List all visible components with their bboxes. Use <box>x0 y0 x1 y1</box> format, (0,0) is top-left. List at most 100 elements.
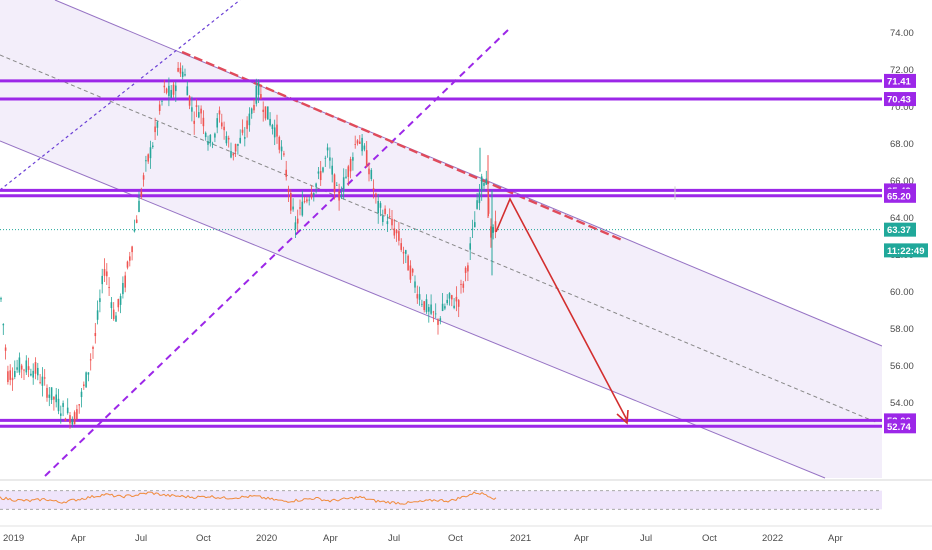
candle-body <box>260 94 262 99</box>
candle-body <box>280 146 283 152</box>
x-tick-label: 2020 <box>256 533 277 544</box>
candle-body <box>395 230 398 234</box>
candle-body <box>487 198 490 214</box>
candle-body <box>439 318 442 321</box>
candle-body <box>244 137 246 139</box>
candle-body <box>262 109 264 112</box>
candle-body <box>7 371 9 382</box>
candle-body <box>200 108 202 114</box>
candle-body <box>326 147 329 151</box>
candle-body <box>62 403 64 407</box>
candle-body <box>101 275 103 285</box>
candle-body <box>177 67 179 72</box>
candle-body <box>71 418 74 425</box>
candle-body <box>329 157 331 161</box>
candle-body <box>117 299 120 308</box>
candle-body <box>296 218 299 224</box>
candle-body <box>152 145 154 148</box>
candles[interactable] <box>0 61 497 429</box>
candle-body <box>221 122 223 127</box>
candle-body <box>384 208 386 215</box>
candle-body <box>112 309 115 319</box>
candle-body <box>89 359 92 361</box>
candle-body <box>375 193 377 196</box>
price-tag-label: 70.43 <box>887 95 911 106</box>
candle-body <box>170 89 172 98</box>
x-tick-label: Apr <box>574 533 589 544</box>
candle-body <box>434 313 437 315</box>
x-tick-label: Apr <box>828 533 843 544</box>
price-axis-bg <box>882 0 932 528</box>
candle-body <box>324 157 327 159</box>
candle-body <box>140 191 143 197</box>
candle-body <box>285 169 287 177</box>
price-tag-label: 63.37 <box>887 225 911 236</box>
candle-body <box>405 250 407 254</box>
candle-body <box>37 367 39 376</box>
candle-body <box>393 228 396 236</box>
candle-body <box>96 310 99 320</box>
resistance-dashed[interactable] <box>181 50 623 242</box>
candle-body <box>156 122 159 128</box>
price-tag-0 <box>884 73 916 88</box>
price-tag-3 <box>884 188 916 203</box>
candle-body <box>483 183 485 186</box>
projection-path[interactable] <box>495 197 628 421</box>
candle-body <box>99 298 101 303</box>
candle-body <box>276 124 278 137</box>
candle-body <box>400 243 402 250</box>
candle-body <box>0 298 2 300</box>
price-tag-7 <box>884 419 916 434</box>
candle-body <box>471 228 474 230</box>
candle-body <box>207 141 209 145</box>
candle-body <box>103 269 106 276</box>
candle-body <box>46 387 48 398</box>
y-tick-label: 64.00 <box>890 213 914 224</box>
x-tick-label: Oct <box>702 533 717 544</box>
candle-body <box>55 394 57 403</box>
price-tag-label: 52.74 <box>887 422 911 433</box>
candle-body <box>78 404 80 406</box>
candle-body <box>398 231 400 241</box>
candle-body <box>32 370 34 378</box>
candle-body <box>147 154 149 162</box>
candle-body <box>432 311 435 313</box>
channel-upper-line[interactable] <box>54 0 883 347</box>
candle-body <box>299 207 301 209</box>
candle-body <box>108 286 110 289</box>
candle-body <box>290 193 292 211</box>
candle-body <box>4 347 7 351</box>
candle-body <box>126 261 129 268</box>
candle-body <box>172 84 175 95</box>
candle-body <box>451 295 453 300</box>
candle-body <box>122 282 124 295</box>
candle-body <box>372 188 375 190</box>
candle-body <box>110 302 113 309</box>
candle-body <box>11 377 14 381</box>
candle-body <box>175 85 177 92</box>
rsi-line[interactable] <box>0 491 497 505</box>
candle-body <box>248 113 251 126</box>
candle-body <box>402 251 405 254</box>
candle-body <box>27 366 30 370</box>
candle-body <box>165 88 168 93</box>
candle-body <box>186 86 189 96</box>
candle-body <box>444 306 446 309</box>
candle-body <box>359 141 361 144</box>
candle-body <box>115 315 117 322</box>
x-tick-label: Apr <box>323 533 338 544</box>
y-tick-label: 56.00 <box>890 361 914 372</box>
candle-body <box>476 200 478 209</box>
channel-midline[interactable] <box>0 54 879 424</box>
candle-body <box>310 193 313 198</box>
candle-body <box>53 396 55 400</box>
candle-body <box>430 304 432 314</box>
candle-body <box>469 243 471 250</box>
x-tick-label: Jul <box>388 533 400 544</box>
candle-body <box>480 176 483 191</box>
candle-body <box>322 167 324 172</box>
candle-body <box>60 413 62 416</box>
candle-body <box>18 357 21 373</box>
candle-body <box>87 372 90 375</box>
